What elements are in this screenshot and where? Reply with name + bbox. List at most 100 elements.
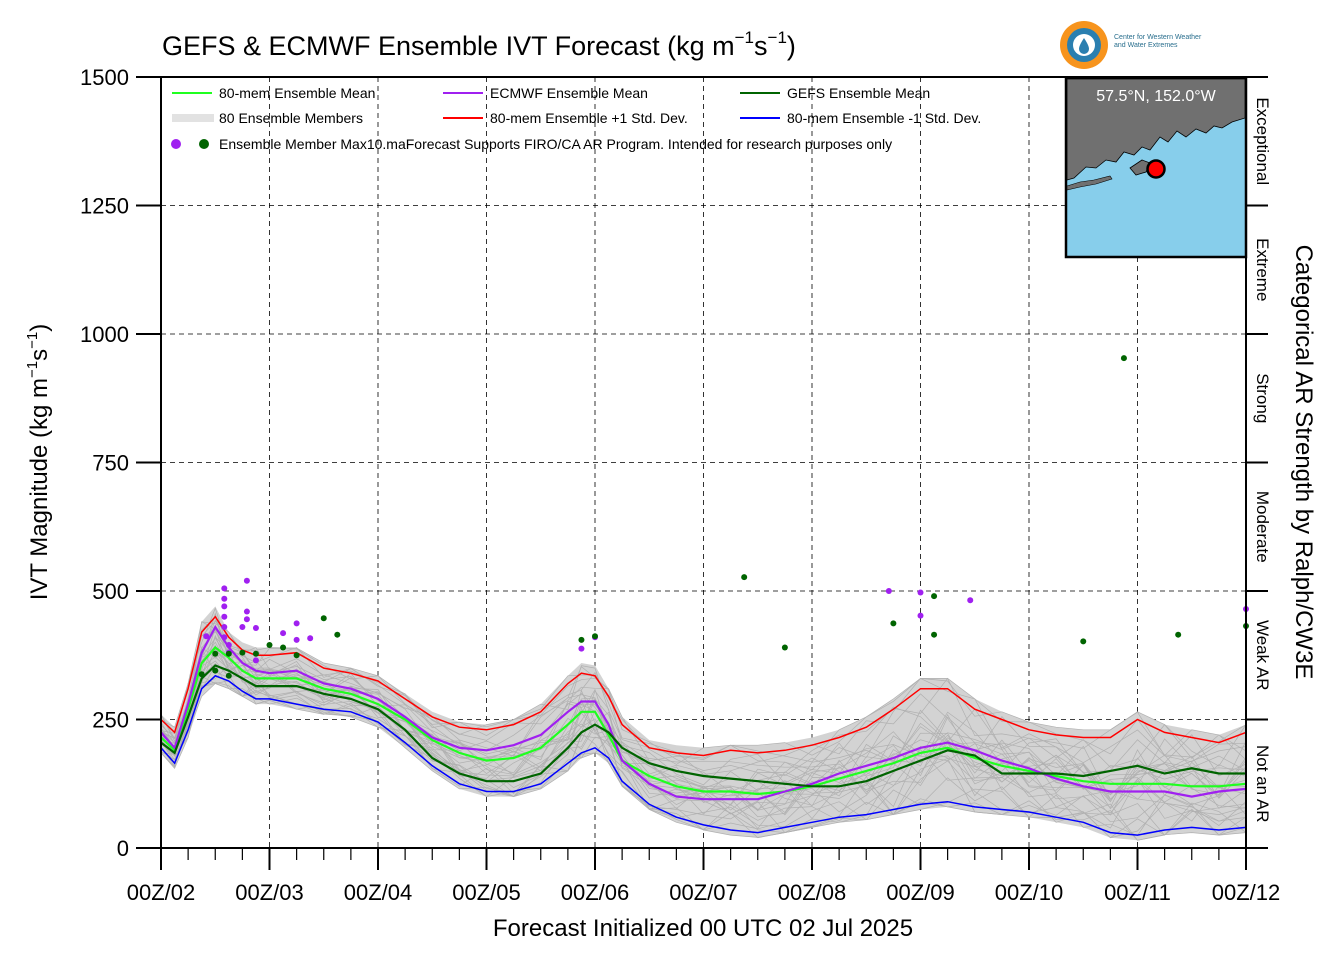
y-tick-label: 0 [117,836,129,861]
member-max-point [252,657,259,664]
ar-category-label: Weak AR [1253,620,1272,691]
member-max-point [320,615,327,622]
y-axis-title-end: ) [26,324,53,332]
member-max-point [578,645,585,652]
member-max-point [221,613,228,620]
legend-label: ECMWF Ensemble Mean [490,85,648,101]
logo-text-line1: Center for Western Weather [1114,34,1202,41]
legend-ecmwf-max-dot [171,139,181,149]
chart-title-exp1: −1 [734,28,755,47]
ar-category-label: Extreme [1253,238,1272,301]
member-max-point [221,603,228,610]
ar-category-label: Strong [1253,373,1272,423]
member-max-point [221,595,228,602]
member-max-point [212,667,219,674]
svg-text:IVT Magnitude (kg m−1s−1): IVT Magnitude (kg m−1s−1) [24,324,53,601]
chart-title-main: GEFS & ECMWF Ensemble IVT Forecast (kg m [162,31,735,61]
cw3e-logo-icon [1060,21,1108,69]
member-max-point [243,608,250,615]
x-tick-label: 00Z/04 [344,880,413,905]
ensemble-member-line [160,612,1247,775]
y-axis-title-exp1: −1 [24,361,41,378]
member-max-point [225,650,232,657]
legend-label: 80-mem Ensemble -1 Std. Dev. [787,110,981,126]
member-max-point [1080,638,1087,645]
series-line [160,615,1247,757]
member-max-point [890,620,897,627]
x-tick-label: 00Z/12 [1212,880,1281,905]
ensemble-member-line [160,647,1247,800]
chart-title-mid: s [754,31,768,61]
inset-map [1064,76,1248,259]
member-max-point [252,625,259,632]
member-max-point [221,634,228,641]
location-marker-icon [1146,159,1166,179]
legend-label: 80 Ensemble Members [219,110,363,126]
y-axis-title-mid: s [26,349,53,361]
ensemble-member-line [160,607,1247,771]
x-tick-label: 00Z/03 [235,880,304,905]
x-tick-label: 00Z/08 [778,880,847,905]
member-max-point [198,671,205,678]
series-line [160,674,1247,836]
member-max-point [225,641,232,648]
ensemble-members-band [161,606,1246,841]
member-max-point [243,577,250,584]
series-line [160,664,1246,788]
ar-category-label: Not an AR [1253,745,1272,823]
member-max-point [917,612,924,619]
legend-gefs-max-dot [199,139,209,149]
member-max-point [212,650,219,657]
member-max-point [931,593,938,600]
series-lines [160,615,1247,836]
x-tick-label: 00Z/11 [1104,880,1171,905]
x-tick-label: 00Z/06 [561,880,630,905]
y-tick-label: 1500 [80,65,129,90]
chart-title-end: ) [786,31,796,61]
member-max-point [293,620,300,627]
ensemble-member-line [160,621,1247,773]
x-tick-label: 00Z/02 [127,880,196,905]
ensemble-member-line [160,681,1247,839]
y-tick-label: 750 [92,451,129,476]
tick-labels: 0 250 500 750 1000 1250 1500 00Z/02 00Z/03 00Z/04… [80,65,1280,905]
member-max-point [967,597,974,604]
members-spread-area [161,606,1246,841]
member-max-points [198,355,1249,679]
member-max-point [1120,355,1127,362]
member-max-point [203,633,210,640]
x-tick-label: 00Z/07 [669,880,738,905]
legend-max-label: Ensemble Member Max10.maForecast Support… [219,136,892,152]
member-max-point [931,631,938,638]
member-max-point [221,585,228,592]
y-tick-label: 1000 [80,322,129,347]
member-max-point [221,623,228,630]
member-max-point [1175,631,1182,638]
right-axis-title-text: Categorical AR Strength by Ralph/CW3E [1290,245,1317,680]
member-max-point [917,589,924,596]
member-max-point [225,672,232,679]
member-max-point [243,616,250,623]
member-max-point [578,636,585,643]
member-max-point [885,588,892,594]
y-tick-label: 500 [92,579,129,604]
ensemble-member-line [160,621,1247,762]
series-line [160,624,1247,801]
member-max-point [781,644,788,651]
x-tick-label: 00Z/05 [452,880,521,905]
right-axis-title: Categorical AR Strength by Ralph/CW3E [1290,245,1317,680]
member-max-point [252,650,259,657]
ensemble-member-line [160,621,1247,765]
legend-label: 80-mem Ensemble Mean [219,85,375,101]
member-max-point [293,652,300,659]
inset-map-island-chain [1066,175,1113,191]
logo-text-line2: and Water Extremes [1114,42,1178,49]
member-max-point [239,623,246,630]
x-axis-title: Forecast Initialized 00 UTC 02 Jul 2025 [493,915,913,942]
inset-map-land [1066,78,1246,181]
ar-category-labels: Not an AR Weak AR Moderate Strong Extreme Exc… [1253,97,1272,822]
member-max-point [592,633,598,640]
y-axis-title-exp2: −1 [24,332,41,349]
member-max-point [741,574,748,581]
member-max-point [280,644,287,651]
